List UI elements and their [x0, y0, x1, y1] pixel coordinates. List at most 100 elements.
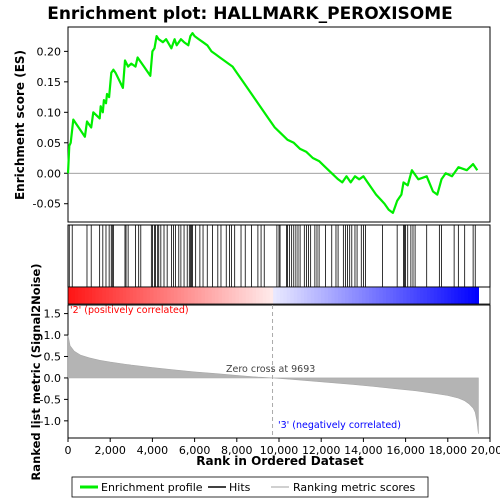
gradient-segment [262, 287, 267, 304]
gradient-segment [156, 287, 161, 304]
gradient-segment [167, 287, 172, 304]
gradient-segment [375, 287, 380, 304]
gradient-segment [235, 287, 240, 304]
gradient-segment [266, 287, 271, 304]
gradient-segment [471, 287, 476, 304]
gradient-segment [358, 287, 363, 304]
ranking-ytick-label: 0.5 [44, 350, 62, 363]
gradient-segment [303, 287, 308, 304]
gradient-segment [242, 287, 247, 304]
gradient-segment [139, 287, 144, 304]
gradient-segment [392, 287, 397, 304]
es-ylabel: Enrichment score (ES) [13, 50, 27, 200]
gradient-segment [245, 287, 250, 304]
gradient-segment [461, 287, 466, 304]
legend-label-hits: Hits [229, 481, 251, 494]
gradient-segment [180, 287, 185, 304]
es-plot-frame [67, 26, 491, 223]
gradient-segment [98, 287, 103, 304]
legend-label-enrichment-profile: Enrichment profile [101, 481, 203, 494]
gradient-segment [112, 287, 117, 304]
gradient-segment [88, 287, 93, 304]
gradient-segment [396, 287, 401, 304]
gradient-segment [341, 287, 346, 304]
gradient-segment [184, 287, 189, 304]
enrichment-profile-line [66, 31, 479, 214]
gradient-segment [389, 287, 394, 304]
legend-box [71, 476, 429, 498]
es-ytick-label: 0.15 [37, 76, 62, 89]
gradient-segment [197, 287, 202, 304]
ranking-ytick-label: 0.0 [44, 372, 62, 385]
ranking-metric-area [67, 334, 479, 434]
gradient-segment [95, 287, 100, 304]
x-tick-label: 8,000 [221, 444, 253, 457]
x-axis-label: Rank in Ordered Dataset [196, 454, 364, 468]
es-panel: -0.05 0.00 0.05 0.10 0.15 0.20 [33, 26, 491, 223]
gradient-segment [126, 287, 131, 304]
x-tick-label: 6,000 [179, 444, 211, 457]
gradient-segment [150, 287, 155, 304]
gradient-segment [146, 287, 151, 304]
gradient-segment [269, 287, 274, 304]
gradient-segment [91, 287, 96, 304]
gradient-segment [109, 287, 114, 304]
x-tick-label: 10,000 [260, 444, 299, 457]
gradient-segment [85, 287, 90, 304]
gradient-segment [286, 287, 291, 304]
gradient-segment [74, 287, 79, 304]
gradient-segment [317, 287, 322, 304]
gradient-segment [290, 287, 295, 304]
gradient-segment [283, 287, 288, 304]
gradient-segment [276, 287, 281, 304]
zero-cross-label: Zero cross at 9693 [226, 364, 315, 375]
gradient-segment [259, 287, 264, 304]
x-axis: 0 2,000 4,000 6,000 8,000 10,000 12,000 14,000 1… [65, 438, 500, 457]
gradient-segment [474, 287, 479, 304]
gradient-segment [119, 287, 124, 304]
gradient-segment [297, 287, 302, 304]
gradient-segment [81, 287, 86, 304]
x-tick-label: 4,000 [137, 444, 169, 457]
gradient-segment [249, 287, 254, 304]
x-tick-label: 20,000 [471, 444, 500, 457]
gradient-segment [177, 287, 182, 304]
positive-correlation-label: '2' (positively correlated) [70, 305, 189, 316]
gradient-segment [386, 287, 391, 304]
gradient-segment [447, 287, 452, 304]
gradient-segment [382, 287, 387, 304]
legend: Enrichment profile Hits Ranking metric s… [71, 476, 429, 498]
gradient-segment [464, 287, 469, 304]
gradient-segment [78, 287, 83, 304]
gradient-segment [143, 287, 148, 304]
gradient-segment [307, 287, 312, 304]
gradient-segment [204, 287, 209, 304]
gradient-segment [174, 287, 179, 304]
gradient-segment [430, 287, 435, 304]
es-ytick-label: -0.05 [33, 198, 61, 211]
gradient-segment [423, 287, 428, 304]
gradient-segment [324, 287, 329, 304]
gradient-segment [105, 287, 110, 304]
gradient-segment [225, 287, 230, 304]
ranking-ytick-label: -1.0 [40, 415, 61, 428]
gradient-segment [71, 287, 76, 304]
gradient-segment [201, 287, 206, 304]
gradient-segment [68, 287, 73, 304]
chart-title: Enrichment plot: HALLMARK_PEROXISOME [47, 4, 453, 24]
gradient-segment [160, 287, 165, 304]
es-ytick-label: 0.05 [37, 137, 62, 150]
es-ytick-label: 0.20 [37, 45, 62, 58]
gradient-segment [437, 287, 442, 304]
gradient-segment [379, 287, 384, 304]
gradient-segment [129, 287, 134, 304]
gradient-segment [232, 287, 237, 304]
gradient-segment [194, 287, 199, 304]
gradient-segment [187, 287, 192, 304]
correlation-gradient-bar [67, 286, 491, 305]
gradient-segment [444, 287, 449, 304]
gradient-segment [351, 287, 356, 304]
es-ytick-label: 0.10 [37, 106, 62, 119]
gradient-segment [372, 287, 377, 304]
gradient-segment [368, 287, 373, 304]
